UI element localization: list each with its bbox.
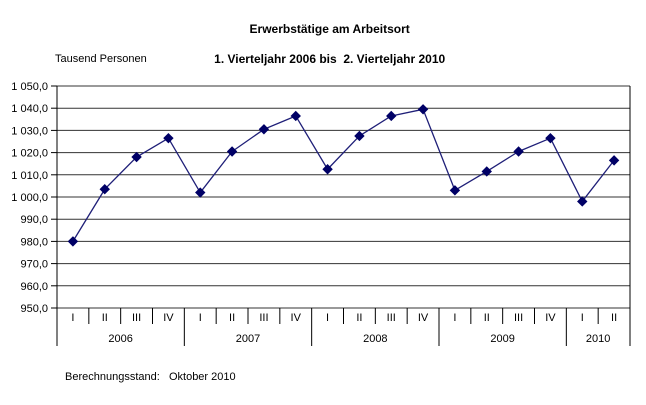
chart-title: Erwerbstätige am Arbeitsort 1. Viertelja…	[0, 7, 646, 82]
data-point-marker	[195, 187, 206, 198]
y-tick-label: 1 010,0	[11, 170, 48, 182]
data-point-marker	[226, 146, 238, 157]
x-quarter-label: II	[229, 312, 235, 324]
data-point-marker	[290, 110, 301, 122]
y-tick-label: 1 040,0	[11, 103, 48, 115]
y-tick-label: 970,0	[20, 259, 48, 271]
data-point-marker	[577, 196, 588, 207]
x-year-label: 2008	[363, 333, 387, 345]
data-point-marker	[449, 185, 461, 196]
x-year-label: 2007	[236, 333, 260, 345]
data-point-marker	[322, 164, 333, 175]
x-year-label: 2010	[586, 333, 610, 345]
x-quarter-label: II	[356, 312, 362, 324]
x-quarter-label: III	[132, 312, 141, 324]
data-point-marker	[417, 104, 429, 115]
y-tick-label: 1 020,0	[11, 148, 48, 160]
x-quarter-label: IV	[163, 312, 174, 324]
x-quarter-label: IV	[291, 312, 302, 324]
data-point-marker	[481, 166, 492, 177]
x-quarter-label: III	[387, 312, 396, 324]
x-quarter-label: II	[484, 312, 490, 324]
chart-title-line2: 1. Vierteljahr 2006 bis 2. Vierteljahr 2…	[214, 52, 446, 66]
y-tick-label: 950,0	[20, 303, 48, 315]
data-point-marker	[258, 124, 270, 135]
x-quarter-label: II	[102, 312, 108, 324]
data-point-marker	[163, 132, 174, 144]
x-quarter-label: I	[199, 312, 202, 324]
data-point-marker	[545, 132, 556, 144]
x-quarter-label: II	[611, 312, 617, 324]
x-quarter-label: I	[581, 312, 584, 324]
y-tick-label: 960,0	[20, 281, 48, 293]
data-point-marker	[513, 146, 524, 157]
x-quarter-label: I	[453, 312, 456, 324]
y-tick-label: 980,0	[20, 236, 48, 248]
y-tick-label: 1 030,0	[11, 125, 48, 137]
x-year-label: 2006	[108, 333, 132, 345]
calculation-date-note: Berechnungsstand: Oktober 2010	[65, 371, 236, 383]
data-point-marker	[608, 155, 620, 166]
x-quarter-label: III	[514, 312, 523, 324]
y-axis-unit-label: Tausend Personen	[55, 53, 147, 65]
data-point-marker	[386, 110, 397, 122]
data-point-marker	[131, 151, 142, 163]
x-quarter-label: IV	[545, 312, 556, 324]
x-quarter-label: IV	[418, 312, 429, 324]
data-point-marker	[99, 184, 110, 195]
x-quarter-label: III	[259, 312, 268, 324]
x-quarter-label: I	[326, 312, 329, 324]
data-line	[72, 108, 615, 242]
x-quarter-label: I	[71, 312, 74, 324]
y-tick-label: 990,0	[20, 214, 48, 226]
data-point-marker	[354, 130, 365, 142]
y-tick-label: 1 000,0	[11, 192, 48, 204]
data-point-marker	[67, 236, 79, 247]
y-tick-label: 1 050,0	[11, 81, 48, 93]
x-year-label: 2009	[490, 333, 514, 345]
chart-title-line1: Erwerbstätige am Arbeitsort	[249, 22, 410, 36]
